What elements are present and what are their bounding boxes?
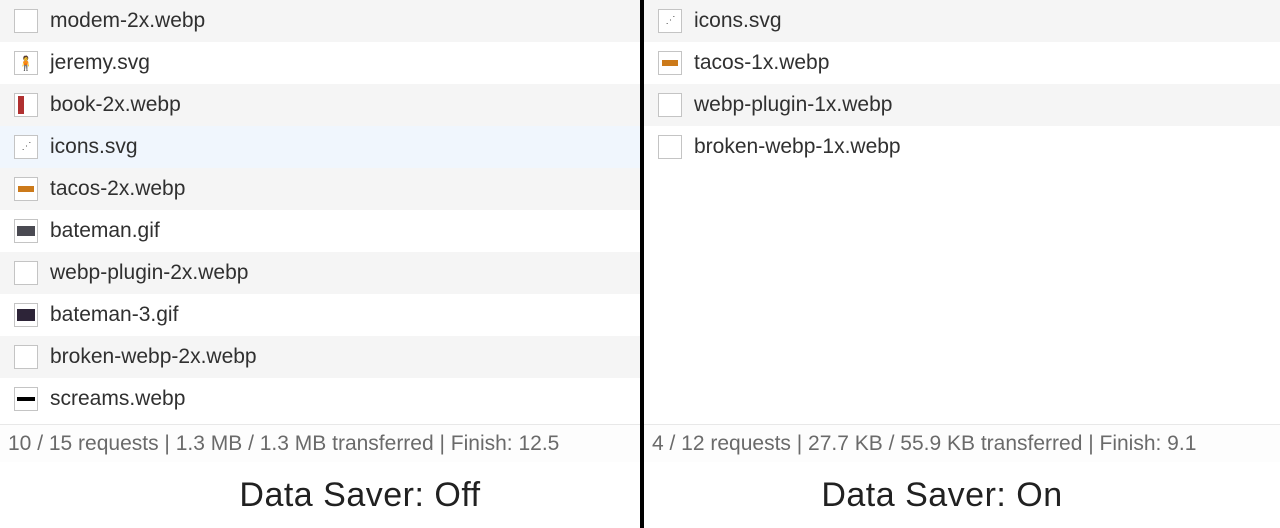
file-list-right: ⋰ icons.svg tacos-1x.webp webp-plugin-1x.we… [644,0,1280,168]
file-row[interactable]: 🧍 jeremy.svg [0,42,640,84]
file-name: tacos-1x.webp [694,51,829,75]
orange-icon [14,177,38,201]
person-icon: 🧍 [14,51,38,75]
status-bar-left: 10 / 15 requests | 1.3 MB / 1.3 MB trans… [0,424,640,462]
file-list-left: modem-2x.webp 🧍 jeremy.svg book-2x.webp ⋰ ico… [0,0,640,420]
file-row[interactable]: tacos-2x.webp [0,168,640,210]
file-name: modem-2x.webp [50,9,205,33]
file-name: webp-plugin-1x.webp [694,93,892,117]
panel-data-saver-on: ⋰ icons.svg tacos-1x.webp webp-plugin-1x.we… [640,0,1280,528]
orange-icon [658,51,682,75]
file-row[interactable]: bateman-3.gif [0,294,640,336]
blank-icon [14,261,38,285]
file-row[interactable]: tacos-1x.webp [644,42,1280,84]
file-name: icons.svg [50,135,138,159]
blank-icon [658,93,682,117]
blank-icon [658,135,682,159]
file-row[interactable]: book-2x.webp [0,84,640,126]
file-name: tacos-2x.webp [50,177,185,201]
status-text: 10 / 15 requests | 1.3 MB / 1.3 MB trans… [8,432,559,456]
panel-data-saver-off: modem-2x.webp 🧍 jeremy.svg book-2x.webp ⋰ ico… [0,0,640,528]
file-row[interactable]: broken-webp-2x.webp [0,336,640,378]
file-row[interactable]: ⋰ icons.svg [644,0,1280,42]
spacer [644,168,1280,424]
file-name: bateman.gif [50,219,160,243]
dark-icon [14,219,38,243]
file-name: jeremy.svg [50,51,150,75]
dots-icon: ⋰ [14,135,38,159]
caption-left: Data Saver: Off [0,462,640,528]
file-row[interactable]: bateman.gif [0,210,640,252]
blank-icon [14,9,38,33]
file-name: screams.webp [50,387,185,411]
file-row[interactable]: screams.webp [0,378,640,420]
file-row[interactable]: webp-plugin-2x.webp [0,252,640,294]
file-row[interactable]: ⋰ icons.svg [0,126,640,168]
file-name: webp-plugin-2x.webp [50,261,248,285]
file-name: bateman-3.gif [50,303,178,327]
dots-icon: ⋰ [658,9,682,33]
file-row[interactable]: modem-2x.webp [0,0,640,42]
file-name: broken-webp-1x.webp [694,135,901,159]
file-name: book-2x.webp [50,93,181,117]
file-row[interactable]: webp-plugin-1x.webp [644,84,1280,126]
file-name: broken-webp-2x.webp [50,345,257,369]
file-row[interactable]: broken-webp-1x.webp [644,126,1280,168]
black-icon [14,387,38,411]
comparison-container: modem-2x.webp 🧍 jeremy.svg book-2x.webp ⋰ ico… [0,0,1280,528]
status-text: 4 / 12 requests | 27.7 KB / 55.9 KB tran… [652,432,1196,456]
book-icon [14,93,38,117]
blank-icon [14,345,38,369]
caption-right: Data Saver: On [644,462,1280,528]
caption-text: Data Saver: Off [239,476,480,515]
caption-text: Data Saver: On [821,476,1062,515]
dark2-icon [14,303,38,327]
file-name: icons.svg [694,9,782,33]
status-bar-right: 4 / 12 requests | 27.7 KB / 55.9 KB tran… [644,424,1280,462]
